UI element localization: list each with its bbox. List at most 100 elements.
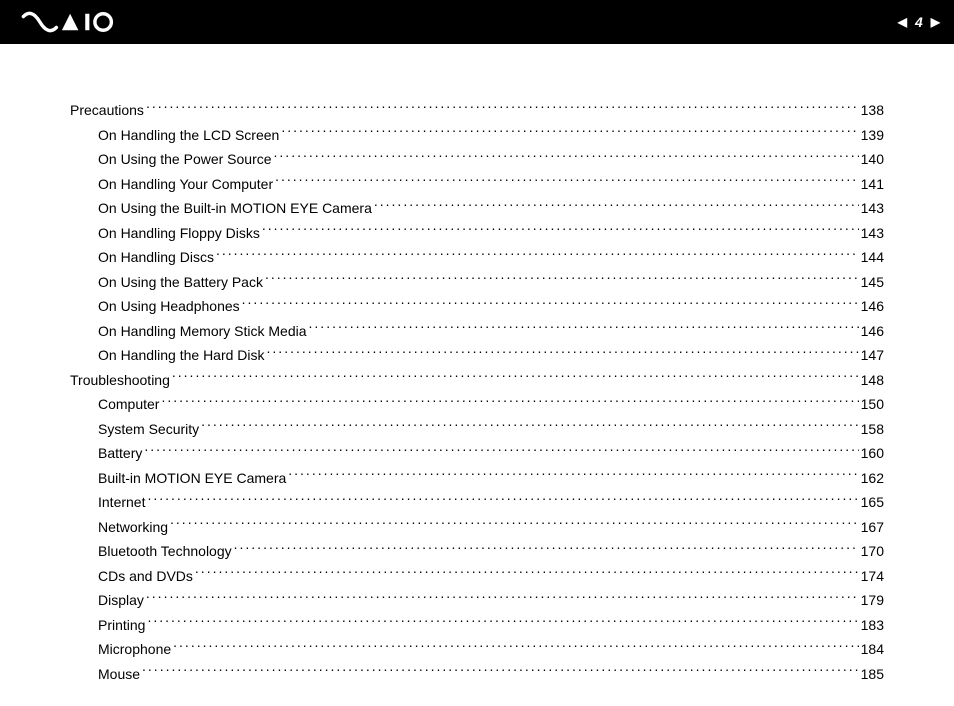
toc-page-number: 184 [861, 637, 884, 662]
toc-page-number: 165 [861, 490, 884, 515]
toc-page-number: 139 [861, 123, 884, 148]
toc-leader-dots [144, 444, 858, 458]
toc-page-number: 146 [861, 294, 884, 319]
toc-content: Precautions138On Handling the LCD Screen… [0, 44, 954, 706]
toc-label: CDs and DVDs [98, 564, 193, 589]
page-header: ◀ 4 ▶ [0, 0, 954, 44]
toc-row[interactable]: On Handling Memory Stick Media 146 [70, 319, 884, 344]
toc-leader-dots [288, 469, 858, 483]
toc-row[interactable]: On Using Headphones 146 [70, 294, 884, 319]
toc-leader-dots [216, 248, 859, 262]
toc-page-number: 160 [861, 441, 884, 466]
toc-page-number: 183 [861, 613, 884, 638]
toc-leader-dots [161, 395, 858, 409]
toc-row[interactable]: Precautions 138 [70, 98, 884, 123]
toc-row[interactable]: On Handling the Hard Disk 147 [70, 343, 884, 368]
toc-row[interactable]: Networking 167 [70, 515, 884, 540]
toc-page-number: 174 [861, 564, 884, 589]
toc-label: On Handling the LCD Screen [98, 123, 279, 148]
toc-page-number: 148 [861, 368, 884, 393]
toc-row[interactable]: Microphone 184 [70, 637, 884, 662]
toc-leader-dots [147, 616, 858, 630]
toc-label: Precautions [70, 98, 144, 123]
page-navigator: ◀ 4 ▶ [898, 14, 940, 30]
toc-label: Microphone [98, 637, 171, 662]
toc-row[interactable]: On Handling Floppy Disks 143 [70, 221, 884, 246]
toc-leader-dots [262, 224, 859, 238]
toc-page-number: 150 [861, 392, 884, 417]
toc-label: Battery [98, 441, 142, 466]
toc-row[interactable]: Built-in MOTION EYE Camera 162 [70, 466, 884, 491]
toc-leader-dots [267, 346, 859, 360]
toc-row[interactable]: Battery 160 [70, 441, 884, 466]
toc-label: On Using the Battery Pack [98, 270, 263, 295]
toc-leader-dots [146, 591, 859, 605]
toc-row[interactable]: On Using the Battery Pack 145 [70, 270, 884, 295]
toc-leader-dots [142, 665, 859, 679]
toc-label: On Using the Power Source [98, 147, 272, 172]
toc-label: On Handling Discs [98, 245, 214, 270]
toc-label: Display [98, 588, 144, 613]
toc-page-number: 141 [861, 172, 884, 197]
toc-page-number: 146 [861, 319, 884, 344]
toc-page-number: 147 [861, 343, 884, 368]
toc-label: On Using the Built-in MOTION EYE Camera [98, 196, 372, 221]
toc-label: Internet [98, 490, 145, 515]
toc-row[interactable]: On Handling Your Computer 141 [70, 172, 884, 197]
toc-row[interactable]: On Handling Discs 144 [70, 245, 884, 270]
toc-label: On Using Headphones [98, 294, 240, 319]
toc-leader-dots [234, 542, 859, 556]
toc-leader-dots [281, 126, 858, 140]
toc-label: Bluetooth Technology [98, 539, 232, 564]
toc-leader-dots [170, 518, 859, 532]
toc-row[interactable]: Display 179 [70, 588, 884, 613]
toc-page-number: 145 [861, 270, 884, 295]
toc-page-number: 167 [861, 515, 884, 540]
toc-leader-dots [265, 273, 859, 287]
toc-row[interactable]: Troubleshooting 148 [70, 368, 884, 393]
toc-row[interactable]: On Using the Power Source 140 [70, 147, 884, 172]
toc-label: On Handling Memory Stick Media [98, 319, 307, 344]
page-number: 4 [915, 14, 923, 30]
toc-row[interactable]: Bluetooth Technology 170 [70, 539, 884, 564]
toc-page-number: 162 [861, 466, 884, 491]
toc-leader-dots [309, 322, 859, 336]
toc-page-number: 144 [861, 245, 884, 270]
toc-row[interactable]: On Handling the LCD Screen 139 [70, 123, 884, 148]
toc-label: Networking [98, 515, 168, 540]
toc-leader-dots [147, 493, 858, 507]
toc-leader-dots [275, 175, 859, 189]
next-page-arrow-icon[interactable]: ▶ [931, 15, 940, 29]
toc-leader-dots [173, 640, 858, 654]
vaio-logo [18, 11, 136, 33]
toc-page-number: 143 [861, 221, 884, 246]
toc-row[interactable]: CDs and DVDs 174 [70, 564, 884, 589]
toc-row[interactable]: Printing 183 [70, 613, 884, 638]
toc-label: On Handling the Hard Disk [98, 343, 265, 368]
toc-row[interactable]: On Using the Built-in MOTION EYE Camera 1… [70, 196, 884, 221]
toc-leader-dots [374, 199, 859, 213]
toc-row[interactable]: Internet 165 [70, 490, 884, 515]
toc-label: On Handling Your Computer [98, 172, 273, 197]
toc-label: System Security [98, 417, 199, 442]
toc-page-number: 170 [861, 539, 884, 564]
prev-page-arrow-icon[interactable]: ◀ [898, 15, 907, 29]
toc-leader-dots [172, 371, 859, 385]
toc-leader-dots [242, 297, 859, 311]
toc-leader-dots [195, 567, 859, 581]
toc-page-number: 179 [861, 588, 884, 613]
toc-row[interactable]: Computer 150 [70, 392, 884, 417]
toc-leader-dots [274, 150, 859, 164]
toc-page-number: 138 [861, 98, 884, 123]
toc-leader-dots [146, 101, 859, 115]
toc-label: On Handling Floppy Disks [98, 221, 260, 246]
toc-leader-dots [201, 420, 859, 434]
toc-label: Built-in MOTION EYE Camera [98, 466, 286, 491]
toc-page-number: 143 [861, 196, 884, 221]
toc-label: Computer [98, 392, 159, 417]
toc-page-number: 140 [861, 147, 884, 172]
toc-row[interactable]: System Security 158 [70, 417, 884, 442]
toc-label: Troubleshooting [70, 368, 170, 393]
toc-page-number: 158 [861, 417, 884, 442]
toc-label: Printing [98, 613, 145, 638]
